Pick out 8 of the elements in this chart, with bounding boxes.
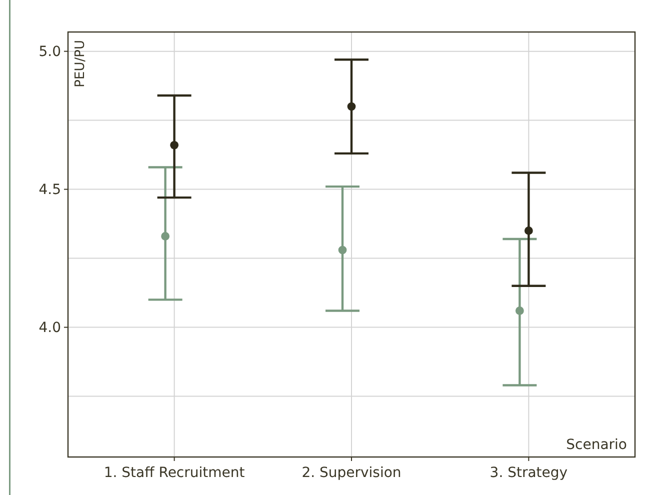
y-tick-label: 4.5 [38, 182, 61, 198]
x-tick-label: 2. Supervision [302, 465, 402, 481]
y-tick-label: 5.0 [38, 44, 61, 60]
x-tick-label: 1. Staff Recruitment [104, 465, 246, 481]
x-tick-label: 3. Strategy [490, 465, 568, 481]
y-axis-title: PEU/PU [73, 40, 88, 88]
y-tick-label: 4.0 [38, 320, 61, 336]
x-axis-title: Scenario [566, 437, 627, 453]
